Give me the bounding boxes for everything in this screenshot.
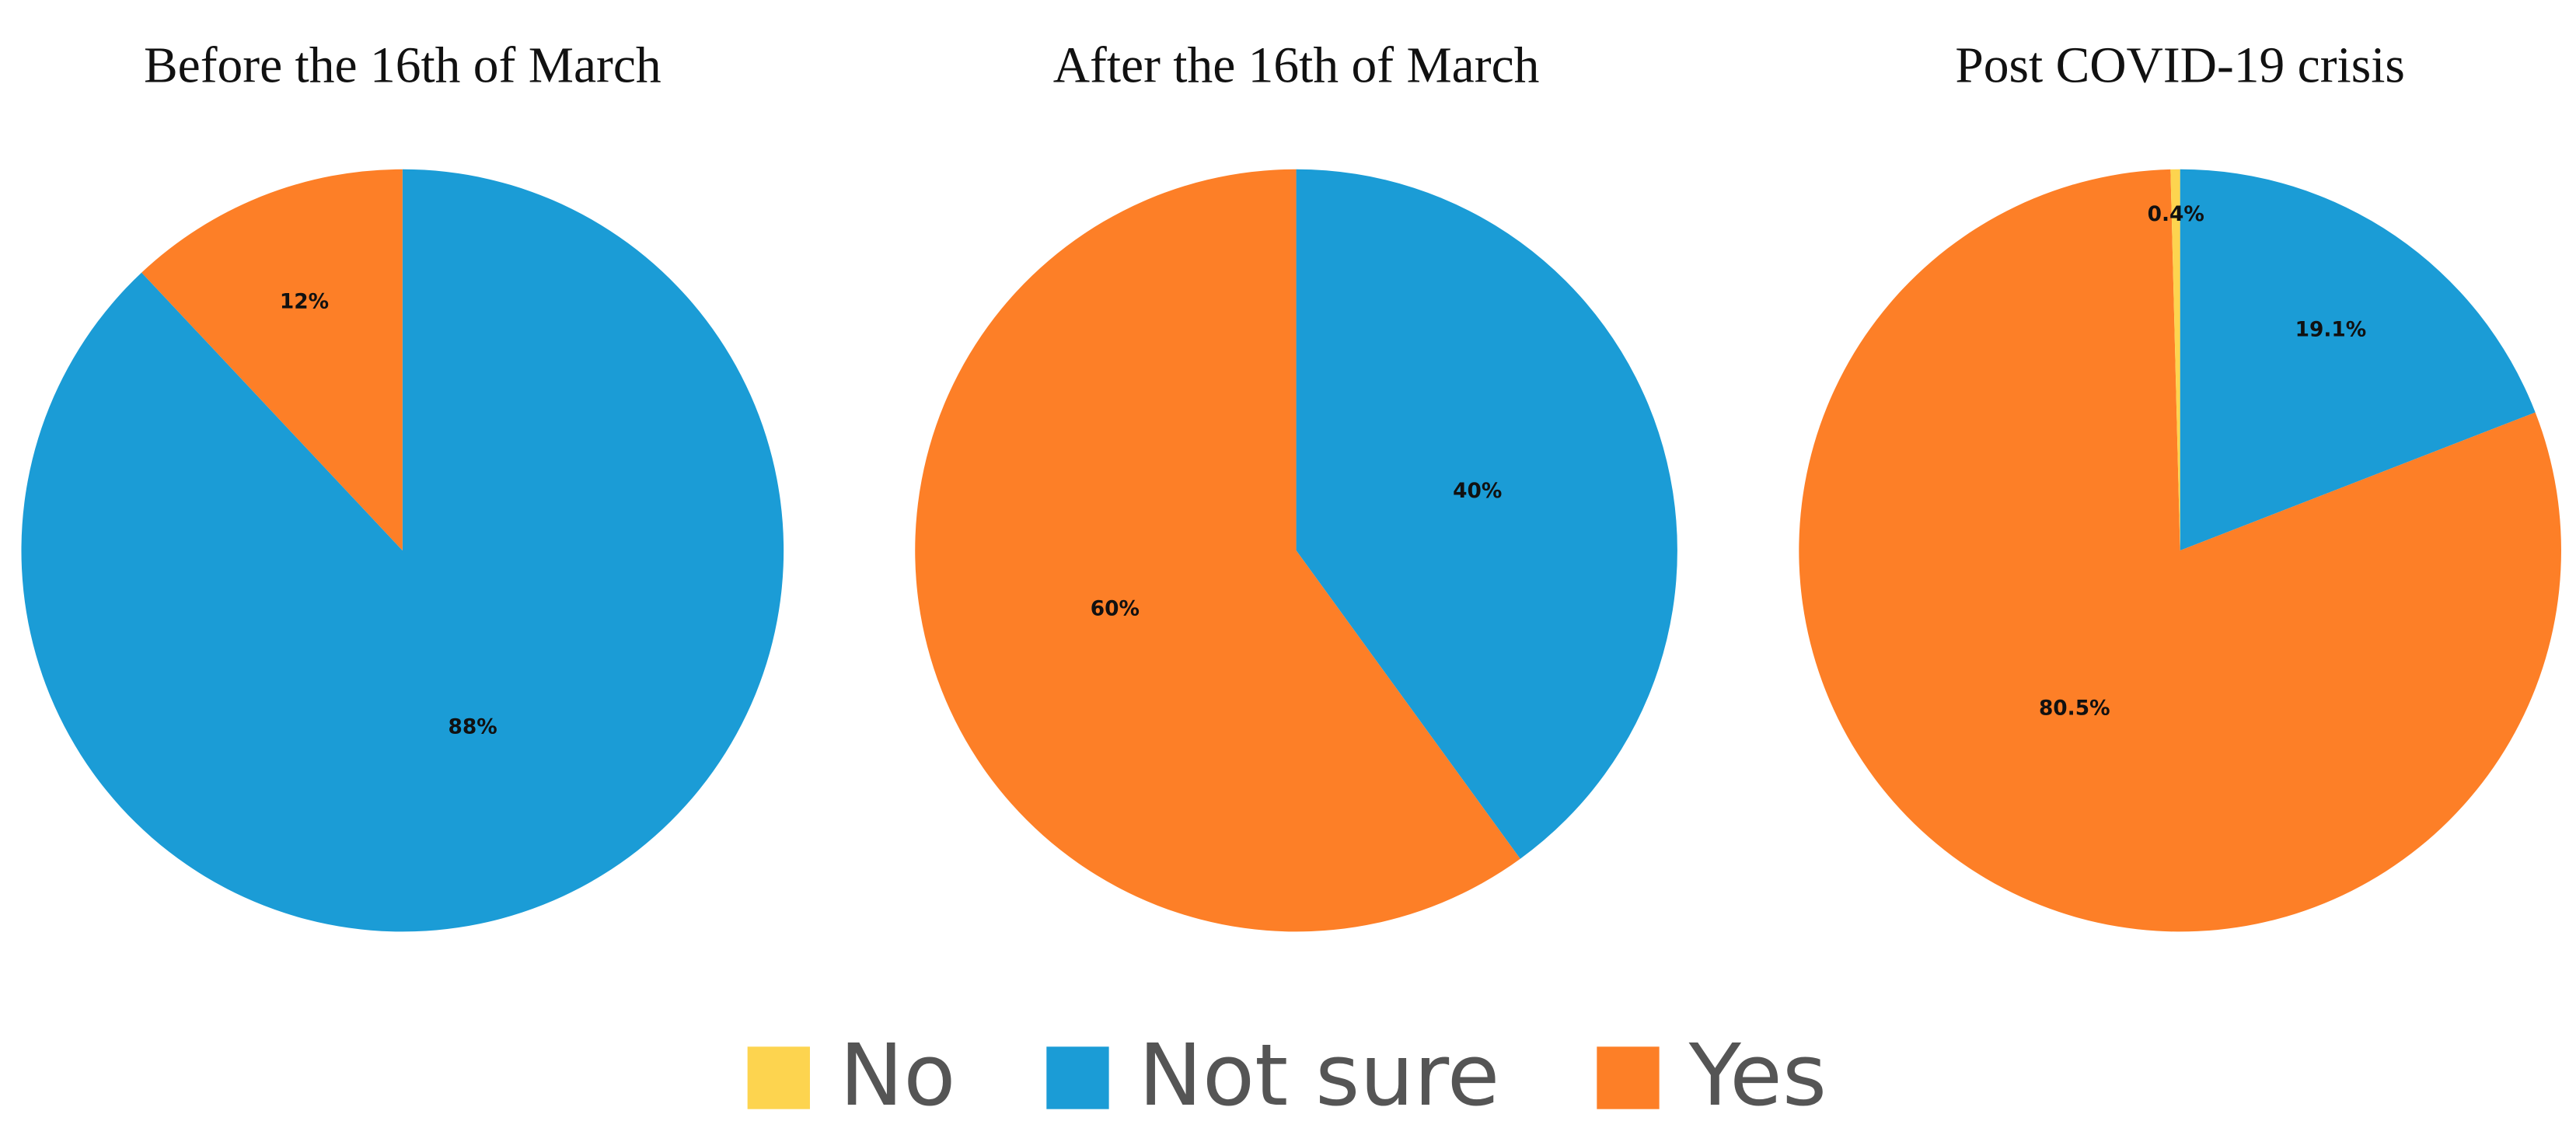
pie-slice xyxy=(2180,169,2536,551)
legend-label: No xyxy=(839,1025,955,1125)
value-label: 19.1% xyxy=(2295,317,2367,341)
pie-slice xyxy=(915,169,1520,932)
chart-title: Before the 16th of March xyxy=(144,38,661,94)
legend-swatch xyxy=(1597,1046,1660,1109)
legend-swatch xyxy=(1046,1046,1109,1109)
value-label: 0.4% xyxy=(2148,202,2204,226)
pie-slice xyxy=(1296,169,1677,859)
value-label: 60% xyxy=(1091,596,1140,620)
pie-slice xyxy=(2170,169,2180,551)
pie-slice xyxy=(141,169,403,551)
value-label: 40% xyxy=(1453,479,1502,503)
legend-swatch xyxy=(747,1046,810,1109)
legend-label: Not sure xyxy=(1139,1025,1500,1125)
pie-slice xyxy=(21,169,784,932)
value-label: 88% xyxy=(448,715,497,739)
legend-label: Yes xyxy=(1688,1025,1827,1125)
value-label: 12% xyxy=(280,289,329,313)
chart-title: After the 16th of March xyxy=(1053,38,1540,94)
chart-title: Post COVID-19 crisis xyxy=(1955,38,2405,94)
value-label: 80.5% xyxy=(2039,697,2110,721)
pie-slice xyxy=(1799,169,2561,932)
